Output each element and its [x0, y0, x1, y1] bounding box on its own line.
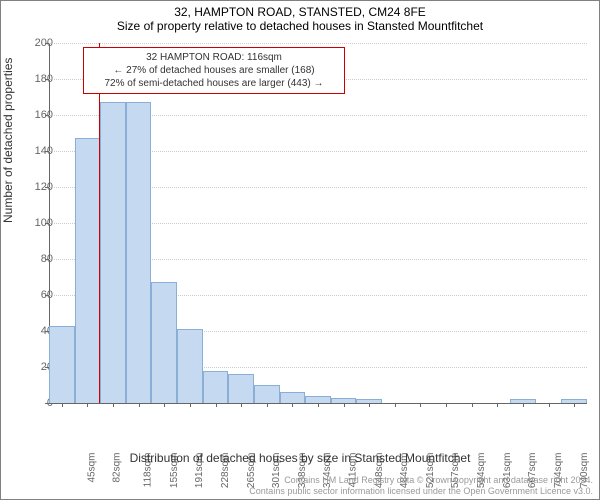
page-subtitle: Size of property relative to detached ho… [1, 19, 599, 35]
histogram-bar [126, 102, 152, 403]
histogram-bar [177, 329, 203, 403]
histogram-bar [49, 326, 75, 403]
y-axis-label: Number of detached properties [1, 58, 15, 223]
chart-container: 32, HAMPTON ROAD, STANSTED, CM24 8FE Siz… [0, 0, 600, 500]
attribution: Contains HM Land Registry data © Crown c… [249, 475, 593, 497]
histogram-bar [280, 392, 306, 403]
histogram-bar [100, 102, 126, 403]
callout-line2: ← 27% of detached houses are smaller (16… [90, 64, 338, 77]
histogram-bar [75, 138, 101, 403]
property-marker-line [99, 43, 100, 403]
histogram-bar [203, 371, 229, 403]
histogram-bar [151, 282, 177, 403]
x-labels-group: 45sqm82sqm118sqm155sqm191sqm228sqm265sqm… [49, 407, 587, 453]
callout-box: 32 HAMPTON ROAD: 116sqm ← 27% of detache… [83, 47, 345, 94]
attribution-line2: Contains public sector information licen… [249, 486, 593, 497]
histogram-bar [305, 396, 331, 403]
callout-line3: 72% of semi-detached houses are larger (… [90, 77, 338, 90]
x-axis-label: Distribution of detached houses by size … [1, 451, 599, 465]
histogram-bar [254, 385, 280, 403]
grid-line [49, 43, 587, 44]
callout-line1: 32 HAMPTON ROAD: 116sqm [90, 51, 338, 64]
attribution-line1: Contains HM Land Registry data © Crown c… [249, 475, 593, 486]
page-title: 32, HAMPTON ROAD, STANSTED, CM24 8FE [1, 1, 599, 19]
plot-area [49, 43, 587, 403]
histogram-bar [228, 374, 254, 403]
